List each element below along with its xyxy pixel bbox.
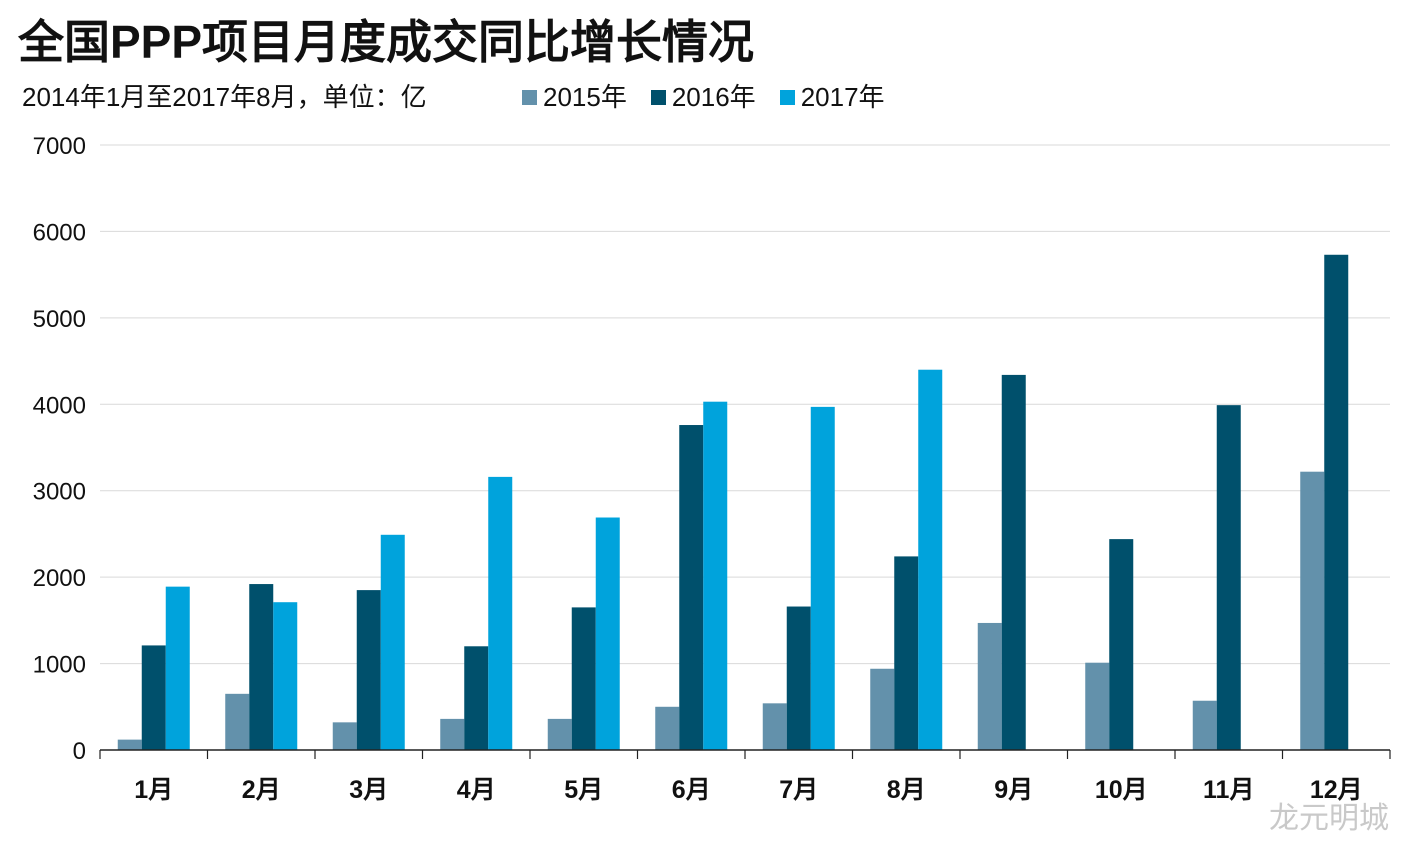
bar — [464, 646, 489, 750]
bar — [547, 718, 572, 750]
bar — [786, 606, 811, 750]
bar — [249, 584, 274, 750]
x-tick-label: 9月 — [994, 776, 1033, 804]
bar — [1192, 700, 1217, 750]
legend-swatch — [522, 89, 537, 105]
legend: 2015年 2016年 2017年 — [522, 80, 885, 114]
legend-swatch — [779, 89, 795, 105]
chart-subtitle: 2014年1月至2017年8月，单位：亿 — [22, 82, 427, 112]
x-tick-label: 7月 — [779, 776, 818, 804]
bar — [679, 425, 704, 750]
x-tick-label: 2月 — [242, 776, 281, 804]
bar — [918, 369, 943, 750]
bar — [165, 586, 190, 750]
x-tick-label: 11月 — [1203, 776, 1254, 804]
legend-label: 2016年 — [671, 82, 756, 112]
bar — [332, 722, 357, 750]
x-tick-label: 10月 — [1095, 776, 1148, 804]
x-tick-label: 6月 — [672, 776, 711, 804]
bar — [655, 706, 680, 750]
bar — [1300, 471, 1325, 750]
bar — [141, 645, 166, 750]
bar — [595, 517, 620, 750]
x-tick-label: 12月 — [1310, 776, 1363, 804]
bar — [870, 668, 895, 750]
bar — [894, 556, 919, 750]
bar — [440, 718, 465, 750]
legend-label: 2015年 — [543, 82, 627, 112]
y-tick-label: 2000 — [33, 565, 86, 592]
legend-item: 2016年 — [650, 80, 756, 114]
bar — [1216, 405, 1241, 750]
bar — [117, 739, 142, 750]
bar — [225, 693, 250, 750]
bar — [977, 622, 1002, 750]
watermark-text: 龙元明城 — [1269, 802, 1389, 835]
bar — [1324, 254, 1349, 750]
y-tick-label: 4000 — [33, 392, 86, 419]
y-tick-label: 3000 — [33, 479, 86, 506]
y-tick-label: 7000 — [33, 133, 86, 160]
bar — [273, 602, 298, 750]
x-tick-label: 8月 — [887, 776, 926, 804]
y-tick-label: 5000 — [33, 306, 86, 333]
legend-swatch — [650, 89, 666, 105]
bar — [488, 476, 513, 750]
bar — [571, 607, 596, 750]
y-tick-label: 0 — [73, 738, 86, 765]
bar — [810, 406, 835, 750]
bar — [703, 401, 728, 750]
bar — [1001, 374, 1026, 750]
x-tick-label: 1月 — [134, 776, 173, 804]
chart-title: 全国PPP项目月度成交同比增长情况 — [18, 16, 755, 68]
bar — [356, 590, 381, 750]
x-tick-label: 4月 — [457, 776, 496, 804]
bar — [380, 534, 405, 750]
y-tick-label: 6000 — [33, 219, 86, 246]
legend-item: 2017年 — [779, 80, 885, 114]
x-tick-label: 5月 — [564, 776, 603, 804]
legend-item: 2015年 — [522, 80, 627, 114]
x-tick-label: 3月 — [349, 776, 388, 804]
bar — [1109, 539, 1134, 750]
bar — [762, 703, 787, 750]
bar — [1085, 662, 1110, 750]
y-tick-label: 1000 — [33, 652, 86, 679]
legend-label: 2017年 — [800, 82, 885, 112]
